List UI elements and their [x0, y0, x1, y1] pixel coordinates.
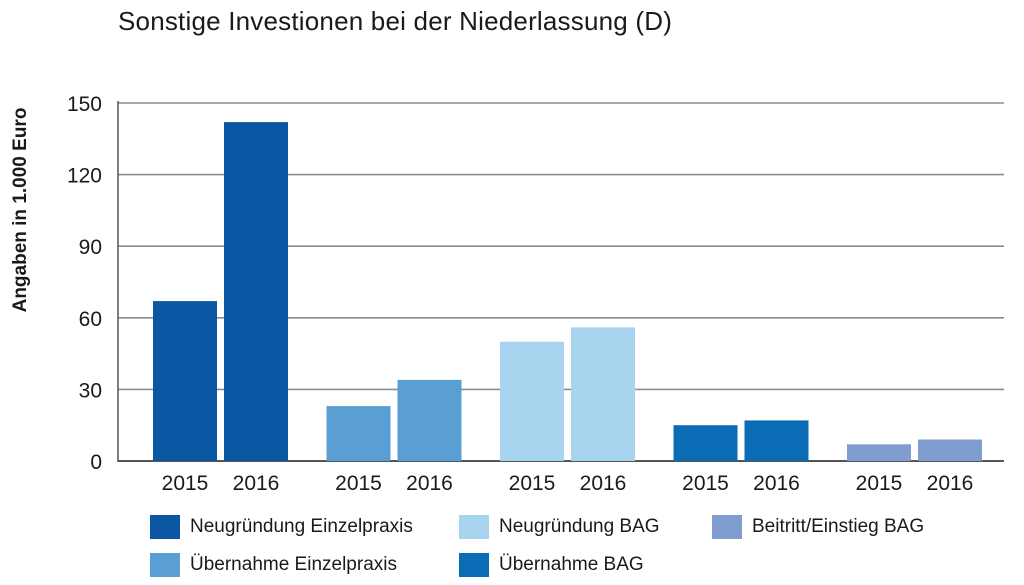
bar — [847, 444, 911, 461]
bar — [397, 379, 462, 461]
x-tick-label: 2015 — [509, 472, 556, 495]
bar — [153, 301, 217, 461]
chart-title: Sonstige Investionen bei der Niederlassu… — [118, 6, 673, 36]
x-tick-label: 2015 — [162, 472, 209, 495]
bar — [744, 420, 809, 461]
y-tick-label: 30 — [79, 379, 102, 402]
y-tick-label: 150 — [67, 93, 102, 116]
y-tick-label: 120 — [67, 165, 102, 188]
bar — [326, 406, 391, 461]
bar — [500, 341, 564, 461]
x-tick-label: 2016 — [406, 472, 453, 495]
bar — [571, 327, 635, 461]
x-tick-label: 2016 — [580, 472, 627, 495]
bar — [224, 122, 288, 462]
x-tick-label: 2015 — [682, 472, 729, 495]
x-tick-label: 2015 — [856, 472, 903, 495]
bar — [673, 425, 738, 461]
x-tick-label: 2016 — [753, 472, 800, 495]
y-axis-label: Angaben in 1.000 Euro — [10, 108, 31, 313]
y-tick-label: 90 — [79, 236, 102, 259]
x-tick-label: 2016 — [233, 472, 280, 495]
x-tick-label: 2015 — [335, 472, 382, 495]
y-tick-label: 60 — [79, 308, 102, 331]
y-tick-label: 0 — [90, 451, 102, 474]
bar — [918, 439, 982, 461]
x-tick-label: 2016 — [927, 472, 974, 495]
